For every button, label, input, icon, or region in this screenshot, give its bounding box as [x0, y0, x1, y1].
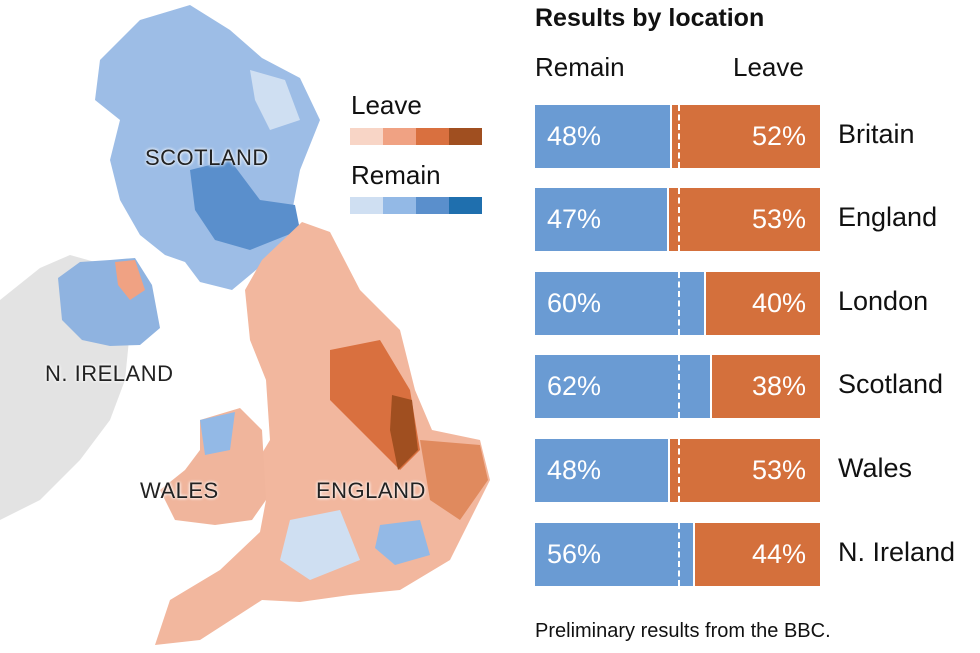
- remain-swatch-2: [383, 197, 416, 214]
- england-leave-darkest: [390, 395, 418, 470]
- leave-bar: 53%: [670, 439, 820, 502]
- remain-value-label: 56: [547, 539, 578, 569]
- legend-remain-title: Remain: [351, 160, 441, 190]
- label-england: ENGLAND: [316, 478, 426, 503]
- uk-map: [0, 5, 490, 645]
- bar-row-london: 60% 40%: [535, 272, 820, 335]
- remain-value-label: 48: [547, 455, 578, 485]
- percent-sign: %: [781, 455, 806, 485]
- leave-bar: 53%: [669, 188, 820, 251]
- percent-sign: %: [577, 288, 602, 318]
- percent-sign: %: [577, 455, 602, 485]
- fifty-percent-line: [678, 523, 680, 586]
- remain-swatch-3: [416, 197, 449, 214]
- leave-value-label: 40: [751, 288, 782, 318]
- percent-sign: %: [781, 204, 806, 234]
- percent-sign: %: [577, 204, 602, 234]
- leave-value-label: 53: [751, 455, 782, 485]
- fifty-percent-line: [678, 272, 680, 335]
- leave-value-label: 53: [751, 204, 782, 234]
- leave-swatch-4: [449, 128, 482, 145]
- ni-leave-area: [115, 260, 145, 300]
- fifty-percent-line: [678, 105, 680, 168]
- leave-bar: 44%: [695, 523, 820, 586]
- fifty-percent-line: [678, 355, 680, 418]
- london-remain-area: [375, 520, 430, 565]
- leave-swatch-1: [350, 128, 383, 145]
- remain-value-label: 48: [547, 121, 578, 151]
- source-note: Preliminary results from the BBC.: [535, 620, 831, 642]
- percent-sign: %: [781, 121, 806, 151]
- remain-swatch-4: [449, 197, 482, 214]
- remain-bar: 60%: [535, 272, 706, 335]
- southeast-remain-area: [280, 510, 360, 580]
- leave-bar: 52%: [672, 105, 820, 168]
- remain-value-label: 47: [547, 204, 578, 234]
- wales-remain-area: [200, 412, 235, 455]
- percent-sign: %: [781, 539, 806, 569]
- category-label: England: [838, 202, 938, 232]
- wales-shape: [160, 408, 266, 525]
- legend-remain-scale: [350, 197, 482, 214]
- legend-leave-scale: [350, 128, 482, 145]
- scotland-remain-light: [250, 70, 300, 130]
- percent-sign: %: [577, 539, 602, 569]
- leave-value-label: 52: [751, 121, 782, 151]
- bar-row-britain: 48% 52%: [535, 105, 820, 168]
- percent-sign: %: [781, 371, 806, 401]
- leave-value-label: 44: [751, 539, 782, 569]
- remain-bar: 48%: [535, 105, 672, 168]
- bar-row-n-ireland: 56% 44%: [535, 523, 820, 586]
- legend-leave-title: Leave: [351, 90, 422, 120]
- category-label: London: [838, 286, 929, 316]
- percent-sign: %: [577, 121, 602, 151]
- remain-bar: 47%: [535, 188, 669, 251]
- label-scotland: SCOTLAND: [145, 145, 269, 170]
- label-wales: WALES: [140, 478, 219, 503]
- category-label: Scotland: [838, 369, 944, 399]
- remain-swatch-1: [350, 197, 383, 214]
- fifty-percent-line: [678, 188, 680, 251]
- scotland-remain-dark: [190, 160, 300, 250]
- leave-bar: 40%: [706, 272, 820, 335]
- bar-row-england: 47% 53%: [535, 188, 820, 251]
- leave-value-label: 38: [751, 371, 782, 401]
- label-n-ireland: N. IRELAND: [45, 361, 174, 386]
- chart-title: Results by location: [535, 4, 765, 32]
- remain-bar: 56%: [535, 523, 695, 586]
- england-east-leave: [420, 440, 488, 520]
- remain-bar: 48%: [535, 439, 670, 502]
- fifty-percent-line: [678, 439, 680, 502]
- category-label: N. Ireland: [838, 537, 956, 567]
- remain-value-label: 62: [547, 371, 578, 401]
- leave-swatch-2: [383, 128, 416, 145]
- leave-swatch-3: [416, 128, 449, 145]
- leave-bar: 38%: [712, 355, 820, 418]
- remain-value-label: 60: [547, 288, 578, 318]
- percent-sign: %: [577, 371, 602, 401]
- bar-row-scotland: 62% 38%: [535, 355, 820, 418]
- percent-sign: %: [781, 288, 806, 318]
- bar-row-wales: 48% 53%: [535, 439, 820, 502]
- category-label: Britain: [838, 119, 915, 149]
- column-header-leave: Leave: [733, 52, 804, 82]
- category-label: Wales: [838, 453, 913, 483]
- column-header-remain: Remain: [535, 52, 625, 82]
- remain-bar: 62%: [535, 355, 712, 418]
